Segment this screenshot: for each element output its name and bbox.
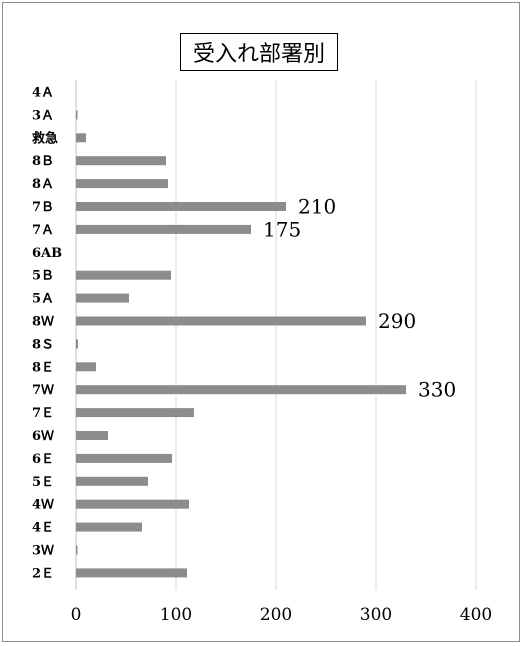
category-label: 4Ａ: [32, 86, 54, 101]
bar: [76, 110, 78, 120]
category-label: 8Ｅ: [32, 360, 54, 375]
category-label: 7Ｅ: [32, 406, 54, 421]
category-label: 8Ｂ: [32, 154, 54, 169]
x-tick-label: 300: [360, 605, 392, 625]
bar: [76, 453, 172, 463]
bar: [76, 476, 148, 486]
bar: [76, 499, 189, 509]
category-label: 5Ａ: [32, 292, 54, 307]
data-label: 330: [418, 378, 456, 402]
x-tick-label: 0: [71, 605, 82, 625]
bar: [76, 270, 171, 280]
category-label: 2Ｅ: [32, 566, 54, 581]
bar: [76, 568, 187, 578]
category-label: 8Ａ: [32, 177, 54, 192]
category-label: 8Ｓ: [32, 337, 54, 352]
chart-title: 受入れ部署別: [180, 33, 338, 71]
category-label: 7Ａ: [32, 223, 54, 238]
bar: [76, 362, 96, 372]
category-label: 8Ｗ: [32, 315, 54, 330]
bar: [76, 133, 86, 143]
category-label: 4Ｅ: [32, 521, 54, 536]
data-label: 290: [378, 309, 416, 333]
bar: [76, 431, 108, 440]
category-label: 3Ｗ: [32, 544, 54, 559]
category-label: 5Ｂ: [32, 269, 54, 284]
category-label: 6Ｅ: [32, 452, 54, 467]
bar: [76, 408, 194, 418]
bar: [76, 179, 168, 189]
data-label: 175: [263, 217, 301, 241]
bar: [76, 545, 78, 555]
category-label: 3Ａ: [32, 108, 54, 123]
data-label: 210: [298, 195, 336, 219]
x-tick-label: 100: [160, 605, 192, 625]
bar: [76, 339, 78, 349]
x-tick-label: 400: [460, 605, 492, 625]
bar: [76, 385, 406, 395]
category-label: 6Ｗ: [32, 429, 54, 444]
bar: [76, 224, 251, 234]
category-label: 7Ｗ: [32, 383, 54, 398]
category-label: 7Ｂ: [32, 200, 54, 215]
category-label: 5Ｅ: [32, 475, 54, 490]
bar: [76, 202, 286, 211]
category-label: 救急: [32, 130, 58, 146]
category-label: 4Ｗ: [32, 498, 54, 513]
bar: [76, 316, 366, 326]
bar: [76, 156, 166, 166]
x-tick-label: 200: [260, 605, 292, 625]
bar: [76, 522, 142, 532]
bar: [76, 293, 129, 303]
category-label: 6AB: [32, 246, 62, 261]
